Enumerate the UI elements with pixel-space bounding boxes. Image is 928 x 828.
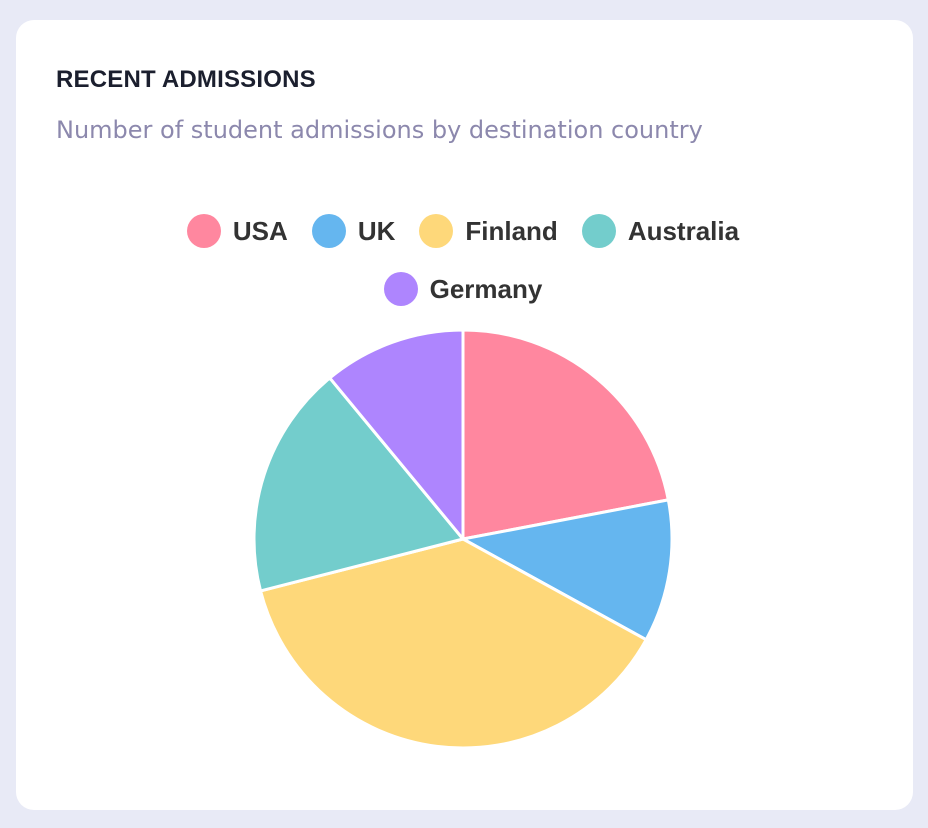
legend-item-usa[interactable]: USA (186, 212, 288, 250)
legend-item-australia[interactable]: Australia (581, 212, 740, 250)
card-subtitle: Number of student admissions by destinat… (56, 116, 703, 144)
legend-label-germany: Germany (429, 273, 543, 304)
card-title: RECENT ADMISSIONS (56, 66, 316, 93)
legend-swatch-uk (311, 214, 346, 248)
pie-slice-germany[interactable] (328, 328, 465, 541)
admissions-card: RECENT ADMISSIONS Number of student admi… (16, 20, 913, 810)
legend-swatch-australia (581, 214, 616, 248)
pie-slice-finland[interactable] (259, 537, 648, 750)
legend-swatch-germany (383, 272, 418, 306)
legend-item-uk[interactable]: UK (311, 212, 396, 250)
legend-label-uk: UK (357, 215, 396, 246)
pie-slice-usa[interactable] (461, 328, 670, 541)
legend-label-australia: Australia (627, 215, 740, 246)
legend-swatch-usa (186, 214, 221, 248)
chart-legend: USA UK Finland Australia Germany (156, 212, 770, 308)
legend-item-finland[interactable]: Finland (419, 212, 558, 250)
legend-label-usa: USA (232, 215, 288, 246)
pie-chart (252, 328, 674, 750)
pie-slice-uk[interactable] (461, 498, 674, 642)
legend-swatch-finland (419, 214, 454, 248)
legend-label-finland: Finland (465, 215, 558, 246)
pie-slice-australia[interactable] (252, 376, 465, 593)
legend-item-germany[interactable]: Germany (383, 270, 543, 308)
